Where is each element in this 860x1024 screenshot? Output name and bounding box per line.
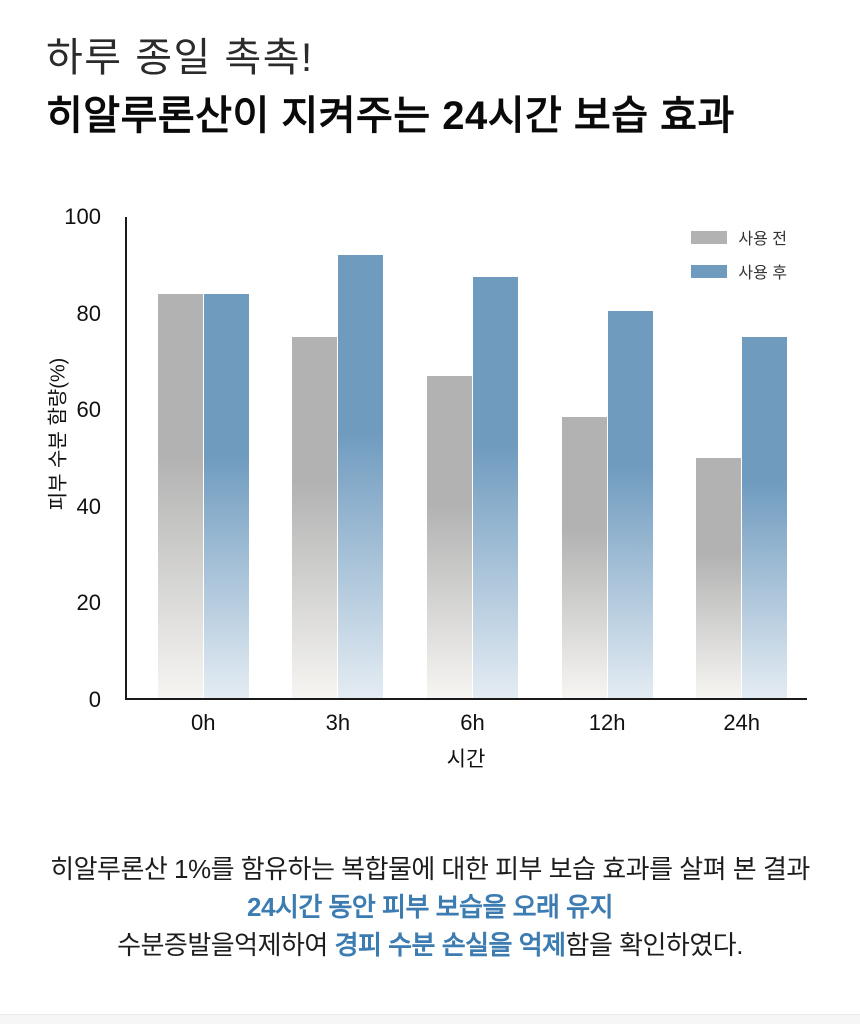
x-tick-6h: 6h (460, 710, 485, 735)
bar-after-3h (338, 255, 384, 698)
legend-label-after: 사용 후 (738, 265, 787, 282)
bar-before-0h (157, 293, 203, 698)
caption-block: 히알루론산 1%를 함유하는 복합물에 대한 피부 보습 효과를 살펴 본 결과… (0, 850, 860, 964)
bar-group-12h: 12h (540, 217, 675, 735)
bar-after-6h (472, 277, 518, 698)
bar-group-0h: 0h (136, 217, 271, 735)
bar-group-6h: 6h (405, 217, 540, 735)
bar-before-3h (292, 337, 338, 698)
bar-group-3h: 3h (271, 217, 406, 735)
bar-after-0h (203, 293, 249, 698)
caption-line-3-suffix: 함을 확인하였다. (565, 930, 744, 960)
x-tick-3h: 3h (325, 710, 351, 735)
y-tick-60: 60 (76, 397, 101, 423)
legend-item-after: 사용 후 (691, 259, 787, 283)
y-tick-40: 40 (76, 493, 101, 519)
bar-before-24h (696, 457, 742, 698)
y-axis-ticks: 0 20 40 60 80 100 (0, 206, 113, 711)
x-axis-label: 시간 (446, 748, 486, 771)
legend-label-before: 사용 전 (738, 231, 787, 248)
page-title: 히알루론산이 지켜주는 24시간 보습 효과 (46, 94, 735, 138)
legend-swatch-after (691, 264, 728, 278)
x-tick-24h: 24h (723, 710, 761, 735)
caption-line-3: 수분증발을억제하여 경피 수분 손실을 억제함을 확인하였다. (0, 926, 860, 964)
header: 하루 종일 촉촉! 히알루론산이 지켜주는 24시간 보습 효과 (46, 34, 735, 140)
bottom-divider (0, 1014, 860, 1024)
bar-after-12h (607, 310, 653, 698)
y-tick-0: 0 (88, 687, 101, 712)
bar-before-12h (561, 416, 607, 698)
bar-group-24h: 24h (674, 217, 809, 735)
caption-line-3-prefix: 수분증발을억제하여 (117, 930, 335, 960)
legend-swatch-before (691, 230, 728, 244)
caption-line-2: 24시간 동안 피부 보습을 오래 유지 (247, 892, 614, 922)
caption-line-1: 히알루론산 1%를 함유하는 복합물에 대한 피부 보습 효과를 살펴 본 결과 (50, 854, 810, 884)
moisture-bar-chart: 피부 수분 함량(%) 0 20 40 60 80 100 사용 전 사용 후 0h 3h 6h… (0, 206, 809, 771)
bar-before-6h (426, 375, 472, 698)
x-tick-12h: 12h (588, 710, 626, 735)
caption-line-3-highlight: 경피 수분 손실을 억제 (334, 930, 566, 960)
x-tick-0h: 0h (191, 710, 216, 735)
y-tick-20: 20 (76, 590, 101, 616)
page-subtitle: 하루 종일 촉촉! (46, 36, 314, 80)
y-tick-80: 80 (76, 300, 101, 326)
bar-after-24h (742, 337, 788, 698)
y-tick-100: 100 (64, 204, 101, 229)
legend-item-before: 사용 전 (691, 225, 787, 249)
